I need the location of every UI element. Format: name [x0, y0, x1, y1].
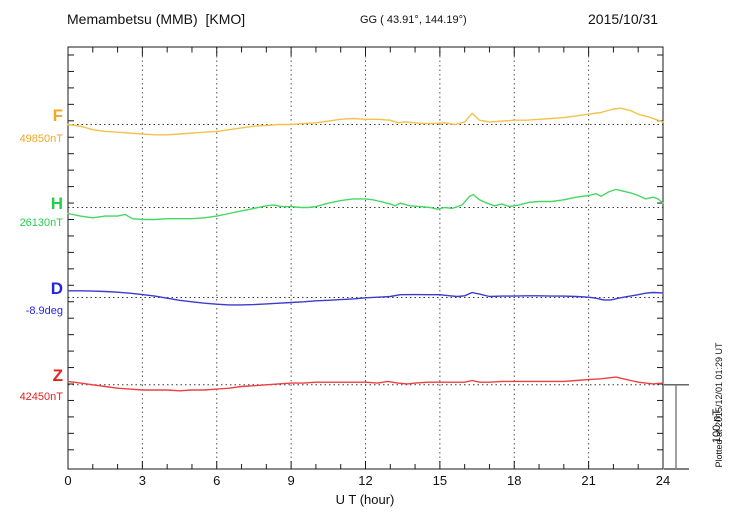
x-tick-label-18: 18: [507, 473, 522, 488]
geographic-coordinates: GG ( 43.91°, 144.19°): [360, 14, 467, 26]
x-tick-label-24: 24: [655, 473, 671, 488]
x-tick-label-3: 3: [138, 473, 146, 488]
trace-label-f: F: [52, 106, 63, 125]
x-tick-label-0: 0: [64, 473, 72, 488]
plot-date: 2015/10/31: [588, 11, 659, 27]
trace-z: [67, 376, 664, 392]
x-tick-label-21: 21: [581, 473, 596, 488]
trace-label-z: Z: [52, 366, 63, 385]
x-axis-title: U T (hour): [335, 492, 395, 507]
trace-d: [67, 290, 664, 306]
plotted-at-timestamp: Plotted at 2015/12/01 01:29 UT: [714, 342, 724, 468]
x-tick-label-9: 9: [287, 473, 295, 488]
trace-baseline-value-h: 26130nT: [19, 217, 63, 229]
x-tick-label-6: 6: [213, 473, 221, 488]
trace-baseline-value-z: 42450nT: [19, 391, 63, 403]
trace-h: [67, 188, 664, 221]
trace-f: [67, 107, 664, 136]
x-tick-label-12: 12: [358, 473, 373, 488]
trace-label-h: H: [50, 194, 63, 213]
trace-baseline-value-d: -8.9deg: [25, 305, 63, 317]
trace-baseline-value-f: 49850nT: [19, 133, 63, 145]
scale-bar-label: 100 nT 0.5 deg: [685, 395, 723, 457]
x-tick-label-15: 15: [432, 473, 448, 488]
trace-label-d: D: [50, 279, 63, 298]
station-title: Memambetsu (MMB) [KMO]: [67, 11, 246, 27]
